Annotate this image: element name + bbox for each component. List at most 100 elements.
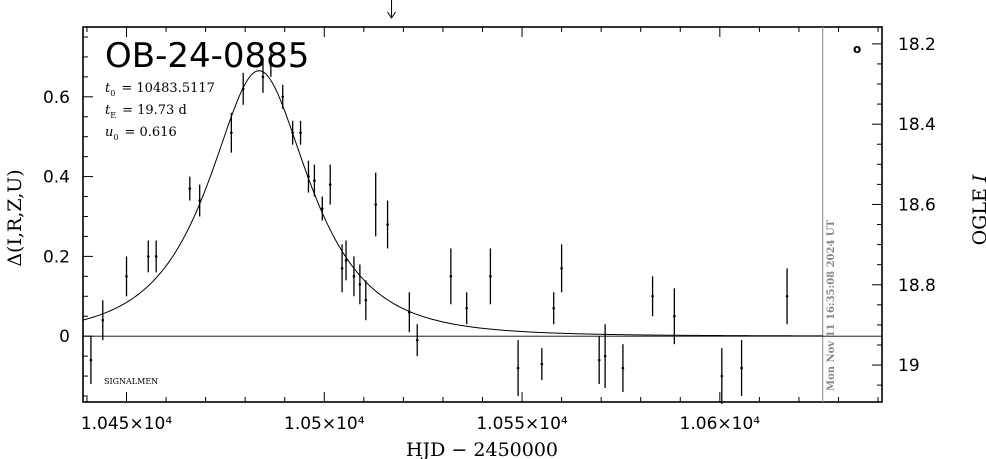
data-marker bbox=[449, 275, 453, 278]
y-tick-label-left: 0.6 bbox=[43, 88, 70, 108]
data-marker bbox=[340, 267, 344, 270]
data-point bbox=[785, 268, 789, 325]
data-point bbox=[261, 60, 265, 93]
data-marker bbox=[785, 294, 789, 298]
data-marker bbox=[352, 275, 356, 278]
data-point bbox=[307, 160, 310, 193]
data-point bbox=[621, 344, 625, 393]
x-tick-label: 1.055×10⁴ bbox=[476, 414, 568, 434]
data-marker bbox=[415, 338, 419, 342]
data-marker bbox=[489, 275, 492, 278]
data-marker bbox=[603, 354, 607, 358]
data-marker bbox=[358, 283, 362, 286]
data-marker bbox=[386, 223, 389, 226]
chart-title: OB-24-0885 bbox=[105, 36, 309, 76]
param-u0: u0 = 0.616 bbox=[105, 125, 177, 142]
x-tick-label: 1.045×10⁴ bbox=[81, 414, 173, 434]
data-point bbox=[291, 120, 294, 145]
data-marker bbox=[188, 187, 192, 190]
data-point bbox=[489, 248, 492, 305]
data-point bbox=[344, 240, 348, 281]
data-point bbox=[386, 200, 389, 249]
y-tick-label-left: 0 bbox=[59, 327, 70, 347]
data-point bbox=[89, 336, 93, 385]
data-marker bbox=[261, 75, 265, 79]
data-marker bbox=[540, 362, 544, 366]
data-point bbox=[198, 184, 201, 217]
data-point bbox=[299, 120, 302, 145]
model-curve-group bbox=[82, 70, 823, 337]
data-point bbox=[313, 164, 316, 197]
data-point bbox=[673, 288, 676, 345]
data-point bbox=[597, 336, 601, 385]
y-axis-label-right: OGLE I bbox=[969, 174, 986, 245]
data-point bbox=[449, 248, 453, 305]
data-point bbox=[188, 176, 192, 201]
data-point bbox=[146, 240, 150, 273]
data-point bbox=[281, 84, 285, 109]
data-point bbox=[552, 292, 555, 325]
data-marker bbox=[597, 358, 601, 362]
data-marker bbox=[552, 306, 555, 310]
y-axis-label-left: Δ(I,R,Z,U) bbox=[4, 169, 26, 266]
data-marker bbox=[291, 131, 294, 135]
data-point bbox=[720, 348, 724, 404]
right-y-ticks-group: 18.2 18.4 18.6 18.8 19 bbox=[872, 35, 936, 386]
data-marker bbox=[408, 310, 411, 314]
data-point bbox=[352, 256, 356, 297]
y-tick-label-left: 0.4 bbox=[43, 168, 70, 188]
data-marker bbox=[673, 314, 676, 318]
data-marker bbox=[230, 131, 233, 135]
data-marker bbox=[740, 366, 743, 370]
signature-label: SIGNALMEN bbox=[104, 377, 158, 386]
data-point bbox=[321, 196, 324, 221]
data-point bbox=[364, 280, 368, 321]
param-tE: tE = 19.73 d bbox=[105, 103, 187, 120]
data-point bbox=[154, 240, 158, 273]
data-marker bbox=[154, 255, 158, 258]
data-marker bbox=[720, 374, 724, 378]
data-point bbox=[269, 52, 273, 77]
data-point bbox=[465, 292, 468, 325]
y-tick-label-left: 0.2 bbox=[43, 247, 70, 267]
data-marker bbox=[307, 175, 310, 178]
x-tick-label: 1.05×10⁴ bbox=[284, 414, 365, 434]
data-marker bbox=[89, 358, 93, 362]
data-marker bbox=[281, 95, 285, 99]
timestamp-label: Mon Nov 11 16:35:08 2024 UT bbox=[826, 219, 837, 391]
data-point bbox=[230, 112, 233, 153]
data-marker bbox=[560, 267, 563, 270]
data-marker bbox=[344, 259, 348, 262]
left-y-ticks-group: 0 0.2 0.4 0.6 bbox=[43, 36, 93, 397]
data-marker bbox=[146, 255, 150, 258]
data-marker bbox=[125, 275, 128, 278]
data-point bbox=[415, 324, 419, 357]
data-point bbox=[540, 348, 544, 381]
data-marker bbox=[241, 87, 245, 91]
model-curve bbox=[82, 70, 823, 337]
data-point bbox=[101, 300, 105, 341]
data-marker bbox=[101, 318, 105, 322]
data-marker bbox=[269, 63, 273, 67]
data-marker bbox=[313, 179, 316, 182]
arrow-head bbox=[387, 11, 396, 19]
data-point bbox=[516, 340, 520, 397]
x-ticks-group: 1.045×10⁴ 1.05×10⁴ 1.055×10⁴ 1.06×10⁴ bbox=[81, 27, 879, 434]
data-point bbox=[374, 172, 378, 237]
data-marker bbox=[364, 298, 368, 302]
param-t0: t0 = 10483.5117 bbox=[105, 81, 215, 98]
x-axis-label: HJD − 2450000 bbox=[406, 439, 558, 459]
data-point bbox=[408, 292, 411, 333]
data-point bbox=[560, 244, 563, 293]
data-point bbox=[125, 256, 128, 297]
data-marker bbox=[651, 294, 654, 298]
y-tick-label-right: 18.8 bbox=[898, 276, 936, 296]
data-marker bbox=[465, 306, 468, 310]
data-points-group bbox=[89, 52, 789, 404]
data-marker bbox=[198, 199, 201, 202]
y-tick-label-right: 18.6 bbox=[898, 195, 936, 215]
data-point bbox=[603, 324, 607, 389]
data-marker bbox=[621, 366, 625, 370]
y-tick-label-right: 18.2 bbox=[898, 35, 936, 55]
